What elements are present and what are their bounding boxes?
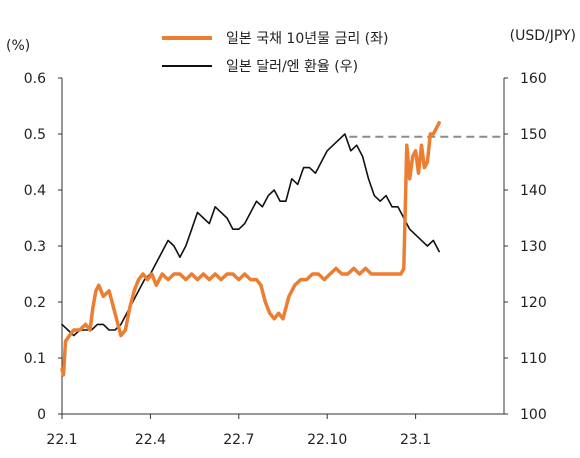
- series-line-jgb-yield: [60, 121, 441, 377]
- right-tick-label: 130: [520, 239, 547, 255]
- legend-label-jgb-yield: 일본 국채 10년물 금리 (좌): [226, 31, 388, 47]
- left-tick-label: 0.3: [24, 239, 46, 255]
- x-tick-label: 22.7: [223, 432, 254, 448]
- x-tick-label: 22.4: [135, 432, 166, 448]
- left-axis-unit: (%): [6, 38, 30, 54]
- x-tick-label: 23.1: [400, 432, 431, 448]
- legend-label-usdjpy: 일본 달러/엔 환율 (우): [226, 59, 358, 75]
- right-tick-label: 120: [520, 295, 547, 311]
- right-tick-label: 110: [520, 351, 547, 367]
- left-tick-label: 0: [37, 407, 46, 423]
- left-tick-label: 0.1: [24, 351, 46, 367]
- series-line-usdjpy: [61, 133, 441, 337]
- left-axis-ticks: 0 0.1 0.2 0.3 0.4 0.5 0.6: [24, 71, 62, 423]
- right-tick-label: 140: [520, 183, 547, 199]
- x-axis-ticks: 22.1 22.4 22.7 22.10 23.1: [46, 414, 431, 448]
- right-tick-label: 150: [520, 127, 547, 143]
- x-tick-label: 22.1: [46, 432, 77, 448]
- right-axis-unit: (USD/JPY): [510, 28, 576, 44]
- legend: 일본 국채 10년물 금리 (좌) 일본 달러/엔 환율 (우): [162, 31, 388, 75]
- x-tick-label: 22.10: [307, 432, 347, 448]
- right-axis-ticks: 100 110 120 130 140 150 160: [504, 71, 547, 423]
- right-tick-label: 160: [520, 71, 547, 87]
- right-tick-label: 100: [520, 407, 547, 423]
- left-tick-label: 0.6: [24, 71, 46, 87]
- series-group: [60, 121, 441, 377]
- left-tick-label: 0.5: [24, 127, 46, 143]
- left-tick-label: 0.2: [24, 295, 46, 311]
- left-tick-label: 0.4: [24, 183, 46, 199]
